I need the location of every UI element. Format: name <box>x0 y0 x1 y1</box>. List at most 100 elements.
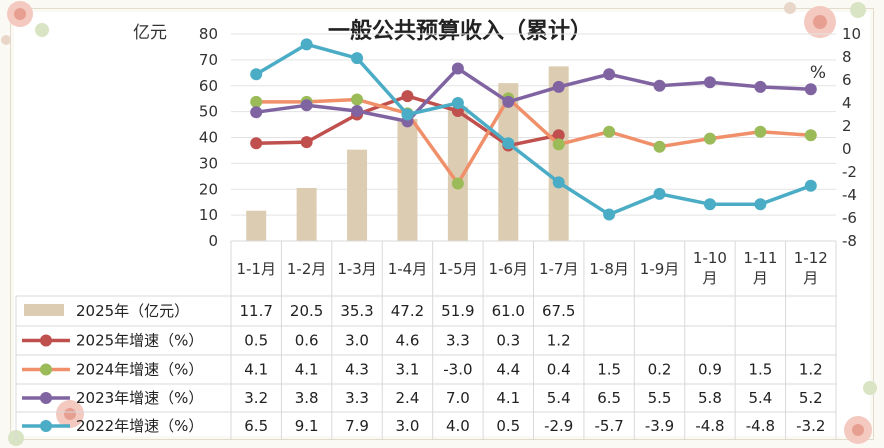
category-label: 1-9月 <box>640 260 680 278</box>
table-cell: 67.5 <box>542 302 575 320</box>
legend-marker <box>40 392 52 404</box>
series-point <box>804 179 817 192</box>
table-cell: 4.4 <box>496 361 520 379</box>
bar <box>347 149 368 241</box>
series-point <box>804 83 817 96</box>
series-point <box>653 140 666 153</box>
table-cell: 4.0 <box>446 417 470 435</box>
series-point <box>401 108 414 121</box>
table-cell: 1.2 <box>547 332 571 350</box>
legend-label: 2023年增速（%） <box>76 389 203 407</box>
table-cell: -2.9 <box>544 417 573 435</box>
gridlines <box>231 33 836 242</box>
left-tick-label: 40 <box>199 129 218 147</box>
series-point <box>603 208 616 221</box>
category-label: 1-2月 <box>287 260 327 278</box>
table-cell: 0.2 <box>648 361 672 379</box>
table-cell: 5.4 <box>748 389 772 407</box>
category-label: 月 <box>753 269 768 287</box>
series-point <box>451 97 464 109</box>
series-point <box>703 132 716 145</box>
bar <box>296 187 317 241</box>
table-cell: -4.8 <box>695 417 724 435</box>
series-point <box>351 105 364 118</box>
series-line <box>255 42 812 217</box>
category-label: 月 <box>702 269 717 287</box>
table-cell: -5.7 <box>594 417 623 435</box>
table-cell: 20.5 <box>290 302 323 320</box>
series-point <box>653 187 666 200</box>
category-label: 1-7月 <box>539 260 579 278</box>
table-cell: 47.2 <box>391 302 424 320</box>
right-axis-ticks: -8 -6 -4 -2 0 2 4 6 8 10 <box>842 25 861 250</box>
page-frame <box>10 8 874 440</box>
series-point <box>703 198 716 211</box>
table-cell: 2.4 <box>396 389 420 407</box>
category-label: 1-8月 <box>589 260 629 278</box>
series-point <box>300 38 313 51</box>
left-tick-label: 10 <box>199 206 218 224</box>
table-cell: 0.5 <box>496 417 520 435</box>
series-point <box>552 138 565 151</box>
right-tick-label: 8 <box>842 48 852 66</box>
right-axis-unit: % <box>810 63 826 83</box>
series-point <box>250 95 263 108</box>
chart-title: 一般公共预算收入（累计） <box>328 18 592 44</box>
table-cell: 3.0 <box>345 332 369 350</box>
left-tick-label: 50 <box>199 103 218 121</box>
right-tick-label: -2 <box>842 163 857 181</box>
table-cell: 0.6 <box>295 332 319 350</box>
category-label: 1-11 <box>743 249 777 267</box>
left-tick-label: 60 <box>199 77 218 95</box>
table-cell: 0.9 <box>698 361 722 379</box>
table-cell: 1.2 <box>799 361 823 379</box>
table-cell: 7.9 <box>345 417 369 435</box>
table-cell: -4.8 <box>746 417 775 435</box>
series-point <box>703 76 716 89</box>
legend-label: 2025年（亿元） <box>76 302 189 320</box>
category-label: 1-12 <box>794 249 828 267</box>
series-point <box>401 90 414 103</box>
category-label: 1-10 <box>693 249 727 267</box>
left-axis-unit: 亿元 <box>133 23 167 43</box>
right-tick-label: 0 <box>842 140 852 158</box>
left-tick-label: 80 <box>199 25 218 43</box>
bar <box>498 83 519 241</box>
series-point <box>502 95 515 108</box>
series-point <box>250 106 263 119</box>
bar <box>548 66 569 241</box>
line-series <box>250 38 817 221</box>
category-label: 1-4月 <box>388 260 428 278</box>
bar <box>397 118 418 241</box>
table-cell: 0.3 <box>496 332 520 350</box>
left-tick-label: 70 <box>199 51 218 69</box>
table-cell: 5.5 <box>648 389 672 407</box>
table-cell: 4.1 <box>295 361 319 379</box>
series-point <box>552 176 565 189</box>
table-cell: 3.3 <box>345 389 369 407</box>
table-cell: 4.6 <box>396 332 420 350</box>
legend-marker <box>40 420 52 432</box>
category-label: 1-5月 <box>438 260 478 278</box>
data-table: 1-1月 1-2月 1-3月 1-4月 1-5月 1-6月 1-7月 1-8月 1-9月 1-10… <box>15 240 837 440</box>
table-cell: 6.5 <box>597 389 621 407</box>
table-cell: 4.3 <box>345 361 369 379</box>
series-point <box>351 93 364 106</box>
category-label: 1-6月 <box>489 260 529 278</box>
legend-swatch <box>24 304 64 316</box>
left-tick-label: 30 <box>199 154 218 172</box>
table-cell: -3.0 <box>443 361 472 379</box>
table-cell: 6.5 <box>244 417 268 435</box>
series-point <box>250 68 263 81</box>
series-point <box>804 129 817 142</box>
series-point <box>754 125 767 138</box>
series-line <box>256 96 811 186</box>
right-tick-label: -4 <box>842 186 857 204</box>
table-cell: 1.5 <box>748 361 772 379</box>
right-tick-label: -8 <box>842 232 857 250</box>
series-point <box>351 52 364 65</box>
series-point <box>754 80 767 93</box>
left-axis-ticks: 0 10 20 30 40 50 60 70 80 <box>199 25 218 250</box>
right-tick-label: 6 <box>842 71 852 89</box>
